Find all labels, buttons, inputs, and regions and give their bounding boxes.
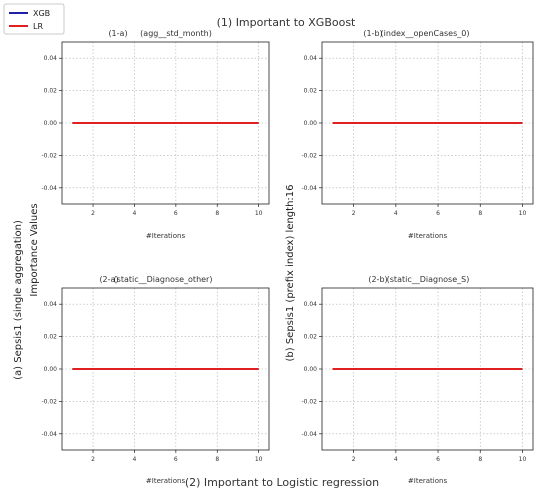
side-label-left-sub: Importance Values [29,203,40,296]
y-tick-label: 0.02 [44,88,58,95]
subplot-tag: (2-a) [99,275,118,284]
x-tick-label: 2 [352,456,356,463]
y-tick-label: -0.04 [41,185,57,192]
x-axis-label: #Iterations [146,477,186,485]
y-tick-label: -0.02 [301,398,317,405]
y-tick-label: -0.02 [41,152,57,159]
subplot-tag: (2-b) [368,275,387,284]
y-tick-label: -0.02 [41,398,57,405]
y-tick-label: -0.04 [301,431,317,438]
x-tick-label: 10 [519,210,527,217]
x-axis-label: #Iterations [408,477,448,485]
x-tick-label: 2 [91,210,95,217]
legend: XGB LR [3,3,65,35]
y-tick-label: -0.02 [301,152,317,159]
y-tick-label: 0.00 [44,120,58,127]
x-tick-label: 8 [215,456,219,463]
x-tick-label: 2 [352,210,356,217]
subplot-title: (index__openCases_0) [381,29,470,38]
subplot-title: (static__Diagnose_other) [114,275,213,284]
x-tick-label: 6 [174,456,178,463]
x-axis-label: #Iterations [146,232,186,240]
panel-2a: 2 4 6 8 10 0.04 0.02 0.00 -0.02 -0.04 (2-a)(static… [41,275,270,485]
panel-2b: 2 4 6 8 10 0.04 0.02 0.00 -0.02 -0.04 (2-b) (static… [301,275,534,485]
subplot-title: (agg__std_month) [140,29,212,38]
y-tick-label: 0.00 [304,120,318,127]
y-tick-label: 0.00 [44,366,58,373]
x-tick-label: 10 [255,456,263,463]
y-tick-label: 0.02 [304,334,318,341]
y-tick-label: 0.04 [304,301,318,308]
x-tick-label: 8 [478,210,482,217]
x-tick-label: 4 [133,210,137,217]
y-tick-label: 0.04 [44,55,58,62]
x-tick-label: 4 [394,210,398,217]
y-tick-label: 0.04 [44,301,58,308]
legend-label-xgb: XGB [33,9,50,18]
x-tick-label: 6 [436,210,440,217]
y-tick-label: -0.04 [301,185,317,192]
y-tick-label: 0.02 [304,88,318,95]
subplot-title: (static__Diagnose_S) [387,275,470,284]
panel-1b: 2 4 6 8 10 0.04 0.02 0.00 -0.02 -0.04 (1-b)(index_… [301,29,534,240]
x-tick-label: 4 [133,456,137,463]
x-tick-label: 10 [519,456,527,463]
side-label-right: (b) Sepsis1 (prefix index) length:16 [285,184,296,361]
x-tick-label: 4 [394,456,398,463]
figure-title-top: (1) Important to XGBoost [217,16,356,29]
y-tick-label: 0.00 [304,366,318,373]
x-tick-label: 10 [255,210,263,217]
x-tick-label: 8 [215,210,219,217]
x-tick-label: 6 [436,456,440,463]
panel-1a: 2 4 6 8 10 0.04 0.02 0.00 -0.02 -0.04 (1-a) (agg__s… [41,29,270,240]
legend-label-lr: LR [33,22,43,31]
subplot-tag: (1-a) [108,29,127,38]
x-tick-label: 2 [91,456,95,463]
y-tick-label: -0.04 [41,431,57,438]
y-tick-label: 0.02 [44,334,58,341]
x-tick-label: 6 [174,210,178,217]
x-tick-label: 8 [478,456,482,463]
figure-title-bottom: (2) Important to Logistic regression [185,476,379,489]
y-tick-label: 0.04 [304,55,318,62]
side-label-left: (a) Sepsis1 (single aggregation) [13,220,24,380]
subplot-tag: (1-b) [363,29,382,38]
x-axis-label: #Iterations [408,232,448,240]
